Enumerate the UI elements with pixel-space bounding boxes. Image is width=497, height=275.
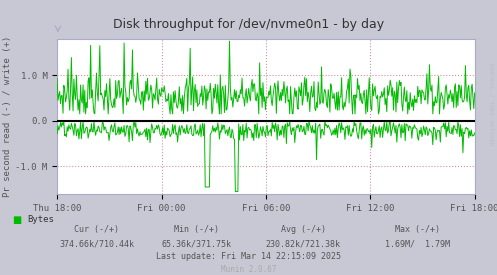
Text: RRDTOOL / TOBI OETIKER: RRDTOOL / TOBI OETIKER: [489, 63, 494, 146]
Y-axis label: Pr second read (-) / write (+): Pr second read (-) / write (+): [3, 35, 12, 197]
Text: Cur (-/+): Cur (-/+): [75, 226, 119, 234]
Text: 1.69M/  1.79M: 1.69M/ 1.79M: [385, 239, 450, 248]
Text: Last update: Fri Mar 14 22:15:09 2025: Last update: Fri Mar 14 22:15:09 2025: [156, 252, 341, 261]
Text: Avg (-/+): Avg (-/+): [281, 226, 326, 234]
Text: 374.66k/710.44k: 374.66k/710.44k: [60, 239, 134, 248]
Text: Disk throughput for /dev/nvme0n1 - by day: Disk throughput for /dev/nvme0n1 - by da…: [113, 18, 384, 31]
Text: 65.36k/371.75k: 65.36k/371.75k: [162, 239, 231, 248]
Text: 230.82k/721.38k: 230.82k/721.38k: [266, 239, 340, 248]
Text: Min (-/+): Min (-/+): [174, 226, 219, 234]
Text: Munin 2.0.67: Munin 2.0.67: [221, 265, 276, 274]
Text: Bytes: Bytes: [27, 216, 54, 224]
Text: ■: ■: [12, 215, 22, 225]
Text: Max (-/+): Max (-/+): [395, 226, 440, 234]
